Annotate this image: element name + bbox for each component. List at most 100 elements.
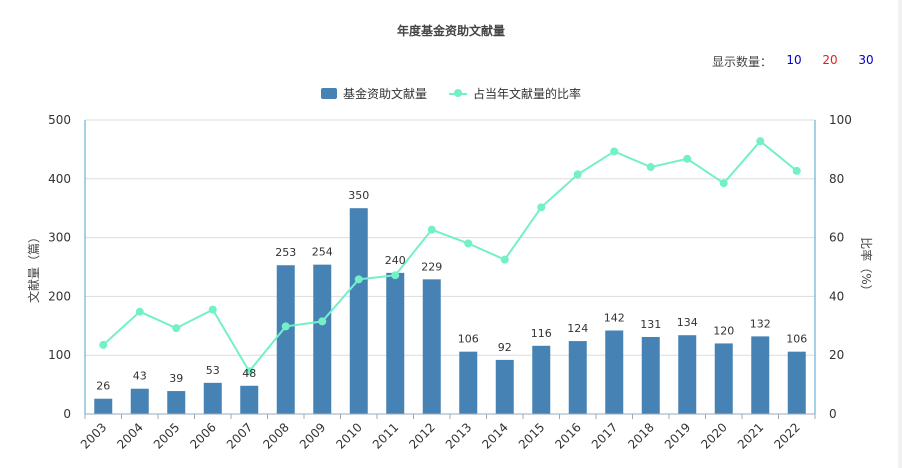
- chart-legend: 基金资助文献量 占当年文献量的比率: [0, 85, 902, 102]
- y-tick-label-left: 400: [48, 172, 71, 186]
- ratio-point: [464, 239, 473, 248]
- page-edge-rule: [898, 0, 902, 468]
- bar: [203, 382, 222, 414]
- count-option-10[interactable]: 10: [786, 53, 802, 67]
- y-tick-label-right: 60: [829, 231, 844, 245]
- ratio-point: [610, 147, 619, 156]
- bar-value-label: 43: [133, 370, 147, 383]
- count-option-30[interactable]: 30: [858, 53, 874, 67]
- legend-bar-swatch: [320, 88, 337, 99]
- bar: [641, 336, 660, 414]
- ratio-point: [135, 307, 144, 316]
- legend-item-bar[interactable]: 基金资助文献量: [320, 85, 427, 102]
- bar: [240, 385, 259, 414]
- bar: [714, 343, 733, 414]
- display-count-selector: 显示数量： 10 20 30: [712, 53, 884, 70]
- bar-value-label: 106: [786, 333, 807, 346]
- legend-bar-label: 基金资助文献量: [342, 87, 427, 101]
- axis-titles: 文献量（篇） 比率（%）: [26, 231, 874, 303]
- line-series: [99, 137, 801, 376]
- ratio-point: [792, 166, 801, 175]
- bar: [787, 351, 806, 414]
- bar-value-label: 106: [458, 333, 479, 346]
- x-tick-label: 2016: [552, 420, 583, 451]
- y-tick-label-left: 500: [48, 113, 71, 127]
- bar-value-label: 116: [531, 327, 552, 340]
- y-tick-label-right: 0: [829, 407, 837, 421]
- y-tick-label-left: 200: [48, 289, 71, 303]
- bar-value-label: 350: [348, 189, 369, 202]
- x-tick-label: 2011: [370, 420, 401, 451]
- x-tick-label: 2003: [78, 420, 109, 451]
- y-axis-title-left: 文献量（篇）: [26, 231, 41, 303]
- bar: [422, 279, 441, 414]
- bar: [276, 265, 295, 414]
- count-option-20[interactable]: 20: [822, 53, 838, 67]
- x-tick-label: 2008: [260, 420, 291, 451]
- x-tick-label: 2017: [589, 420, 620, 451]
- bar: [313, 264, 332, 414]
- bar: [386, 272, 405, 414]
- x-tick-label: 2018: [625, 420, 656, 451]
- x-tick-label: 2014: [479, 420, 510, 451]
- ratio-point: [537, 203, 546, 212]
- ratio-line: [102, 139, 798, 374]
- bar: [678, 335, 697, 414]
- bar-value-label: 132: [750, 317, 771, 330]
- y-tick-label-right: 40: [829, 289, 844, 303]
- bar: [349, 208, 368, 414]
- ratio-point: [172, 324, 181, 333]
- axes: 0 100 200 300 400 500 0 20 40 60 80 100: [48, 113, 852, 421]
- bar-value-label: 53: [206, 364, 220, 377]
- ratio-point: [573, 170, 582, 179]
- x-tick-label: 2007: [224, 420, 255, 451]
- bar-series: [94, 208, 806, 414]
- ratio-point: [646, 163, 655, 172]
- x-tick-label: 2013: [443, 420, 474, 451]
- bar: [94, 398, 113, 414]
- ratio-point: [500, 255, 509, 264]
- legend-item-line[interactable]: 占当年文献量的比率: [449, 85, 581, 102]
- bar-value-label: 134: [677, 316, 698, 329]
- bar-value-label: 229: [421, 260, 442, 273]
- x-tick-label: 2022: [771, 420, 802, 451]
- bar-value-label: 26: [96, 380, 110, 393]
- x-tick-label: 2015: [516, 420, 547, 451]
- bar: [568, 341, 587, 414]
- data-labels: 26 43 39 53 48 253 254 350 240 229 106 92 116 124 142 1…: [96, 189, 807, 393]
- ratio-point: [208, 305, 217, 314]
- chart-title: 年度基金资助文献量: [396, 24, 505, 38]
- ratio-point: [281, 322, 290, 331]
- ratio-point: [756, 137, 765, 146]
- x-tick-label: 2005: [151, 420, 182, 451]
- bar: [130, 388, 149, 414]
- y-axis-title-right: 比率（%）: [859, 237, 874, 296]
- display-count-label: 显示数量：: [711, 55, 772, 69]
- ratio-point: [683, 154, 692, 163]
- x-tick-label: 2021: [735, 420, 766, 451]
- ratio-point: [354, 275, 363, 284]
- bar-value-label: 240: [385, 254, 406, 267]
- x-tick-label: 2010: [333, 420, 364, 451]
- bar-value-label: 142: [604, 312, 625, 325]
- bar-value-label: 254: [312, 246, 333, 259]
- x-tick-label: 2004: [114, 420, 145, 451]
- ratio-point: [391, 271, 400, 280]
- bar: [605, 330, 624, 414]
- x-tick-label: 2019: [662, 420, 693, 451]
- bar-value-label: 131: [640, 318, 661, 331]
- ratio-point: [245, 367, 254, 376]
- x-tick-label: 2006: [187, 420, 218, 451]
- y-tick-label-left: 100: [48, 348, 71, 362]
- bar-value-label: 92: [498, 341, 512, 354]
- legend-line-label: 占当年文献量的比率: [473, 87, 582, 101]
- x-tick-labels: 2003 2004 2005 2006 2007 2008 2009 2010 2011 2012…: [78, 420, 803, 451]
- bar: [459, 351, 478, 414]
- y-tick-label-right: 100: [829, 113, 852, 127]
- ratio-point: [99, 340, 108, 349]
- bar-value-label: 124: [567, 322, 588, 335]
- ratio-point: [719, 179, 728, 188]
- bar: [751, 336, 770, 414]
- y-tick-label-left: 300: [48, 231, 71, 245]
